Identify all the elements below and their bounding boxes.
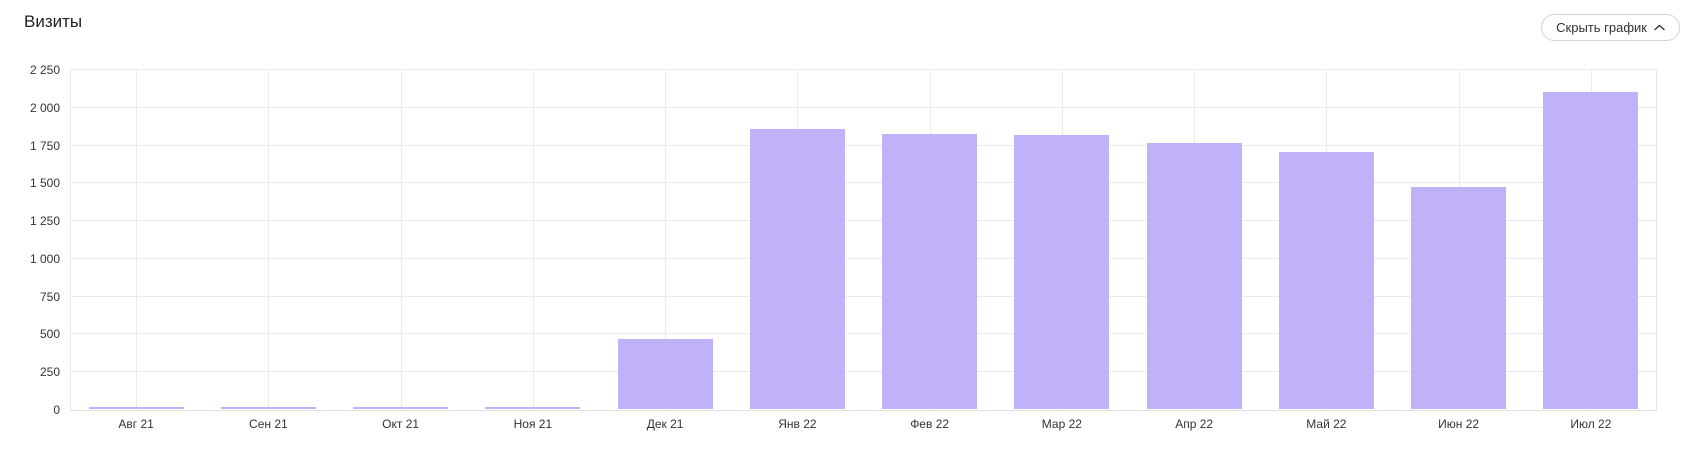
gridline-y-1750 [70, 144, 1657, 146]
bar-11[interactable] [1543, 92, 1638, 409]
gridline-x-2 [401, 70, 402, 410]
gridline-y-1000 [70, 257, 1657, 259]
page-title: Визиты [24, 12, 83, 31]
plot-right-border [1656, 70, 1657, 410]
bar-8[interactable] [1147, 143, 1242, 409]
gridline-x-1 [268, 70, 269, 410]
x-tick-label-7: Мар 22 [1041, 417, 1082, 431]
y-tick-label: 250 [39, 365, 60, 380]
x-tick-label-1: Сен 21 [249, 417, 288, 431]
x-tick-label-8: Апр 22 [1175, 417, 1214, 431]
y-tick-label: 1 500 [29, 176, 60, 191]
y-tick-label: 500 [39, 327, 60, 342]
bar-10[interactable] [1411, 187, 1506, 409]
x-tick-label-2: Окт 21 [382, 417, 420, 431]
gridline-x-0 [136, 70, 137, 410]
bar-1[interactable] [221, 407, 316, 409]
y-tick-label: 2 000 [29, 100, 60, 115]
bar-3[interactable] [485, 407, 580, 409]
x-tick-label-6: Фев 22 [910, 417, 950, 431]
gridline-y-0 [70, 410, 1657, 411]
gridline-y-1250 [70, 220, 1657, 222]
chevron-up-icon [1654, 24, 1665, 31]
bar-7[interactable] [1014, 135, 1109, 409]
x-tick-label-3: Ноя 21 [513, 417, 553, 431]
gridline-y-250 [70, 371, 1657, 373]
gridline-x-3 [533, 70, 534, 410]
bar-9[interactable] [1279, 152, 1374, 409]
x-tick-label-4: Дек 21 [646, 417, 684, 431]
bar-2[interactable] [353, 407, 448, 409]
x-tick-label-0: Авг 21 [118, 417, 154, 431]
bar-0[interactable] [89, 407, 184, 409]
x-tick-label-11: Июл 22 [1570, 417, 1612, 431]
gridline-x-4 [665, 70, 666, 410]
bar-5[interactable] [750, 129, 845, 409]
plot-left-border [70, 70, 71, 410]
hide-chart-button[interactable]: Скрыть график [1541, 14, 1680, 41]
x-tick-label-10: Июн 22 [1438, 417, 1480, 431]
gridline-y-750 [70, 295, 1657, 297]
hide-chart-button-label: Скрыть график [1556, 20, 1647, 35]
y-tick-label: 750 [39, 289, 60, 304]
x-tick-label-5: Янв 22 [778, 417, 817, 431]
gridline-y-1500 [70, 182, 1657, 184]
y-tick-label: 2 250 [29, 63, 60, 77]
y-tick-label: 0 [53, 403, 60, 417]
bar-4[interactable] [618, 339, 713, 409]
x-tick-label-9: Май 22 [1306, 417, 1347, 431]
y-tick-label: 1 750 [29, 138, 60, 153]
y-tick-label: 1 250 [29, 214, 60, 229]
gridline-y-2250 [70, 69, 1657, 70]
gridline-y-500 [70, 333, 1657, 335]
bar-6[interactable] [882, 134, 977, 409]
gridline-y-2000 [70, 106, 1657, 108]
y-tick-label: 1 000 [29, 251, 60, 266]
plot-area [70, 69, 1657, 411]
